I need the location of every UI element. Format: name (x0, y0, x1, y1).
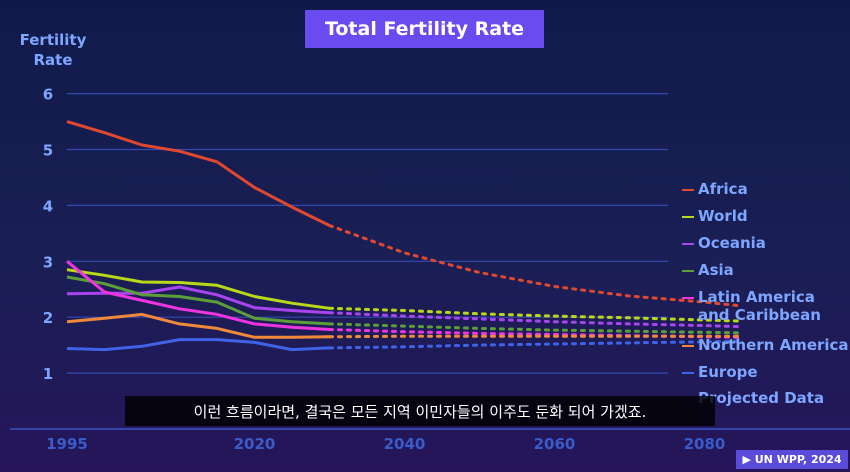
series-projection-asia (328, 322, 744, 335)
x-tick-label: 2040 (384, 435, 426, 453)
series-line-northern-america (66, 312, 330, 339)
video-subtitle: 이런 흐름이라면, 결국은 모든 지역 이민자들의 이주도 둔화 되어 가겠죠. (125, 396, 715, 426)
legend-swatch (682, 243, 694, 245)
source-badge: ▶ UN WPP, 2024 (736, 450, 848, 469)
series-line-asia (66, 275, 330, 326)
series-line-latin-america (66, 260, 330, 331)
y-tick-label: 2 (43, 309, 53, 327)
series-projection-europe (328, 339, 744, 350)
series-projection-northern-america (328, 334, 744, 339)
legend-item: Projected Data (698, 389, 824, 407)
x-tick-label: 1995 (46, 435, 88, 453)
series-projection-world (328, 306, 744, 323)
legend-item: Latin America and Caribbean (682, 288, 821, 324)
y-tick-label: 3 (43, 253, 53, 271)
legend-label: Africa (698, 180, 748, 198)
y-axis-label: Fertility Rate (19, 31, 87, 69)
legend-label: Projected Data (698, 389, 825, 407)
legend-label: Europe (698, 363, 758, 381)
y-tick-label: 6 (43, 86, 53, 104)
series-projection-africa (328, 224, 744, 308)
legend-item: Northern America (682, 336, 849, 354)
y-tick-label: 5 (43, 142, 53, 160)
series-projection-oceania (328, 311, 744, 329)
series-line-world (66, 268, 330, 310)
legend-label: Latin America and Caribbean (698, 288, 821, 324)
x-tick-label: 2020 (234, 435, 276, 453)
x-tick-label: 2080 (684, 435, 726, 453)
series-projection-latin-america (328, 328, 744, 339)
series-line-africa (66, 120, 331, 227)
legend-swatch (682, 297, 694, 299)
legend-label: World (698, 207, 748, 225)
legend-item: Oceania (682, 234, 766, 252)
x-tick-label: 2060 (534, 435, 576, 453)
legend-swatch (682, 189, 694, 191)
series-line-europe (66, 338, 330, 352)
legend-label: Oceania (698, 234, 766, 252)
legend-label: Asia (698, 261, 734, 279)
legend-swatch (682, 372, 694, 374)
legend-label: Northern America (698, 336, 849, 354)
y-tick-label: 1 (43, 365, 53, 383)
legend-swatch (682, 345, 694, 347)
chart-title: Total Fertility Rate (305, 10, 544, 48)
legend-item: Africa (682, 180, 748, 198)
legend-item: Asia (682, 261, 734, 279)
legend-item: World (682, 207, 748, 225)
legend-swatch (682, 270, 694, 272)
legend-swatch (682, 216, 694, 218)
legend-item: Europe (682, 363, 758, 381)
y-tick-label: 4 (43, 197, 53, 215)
